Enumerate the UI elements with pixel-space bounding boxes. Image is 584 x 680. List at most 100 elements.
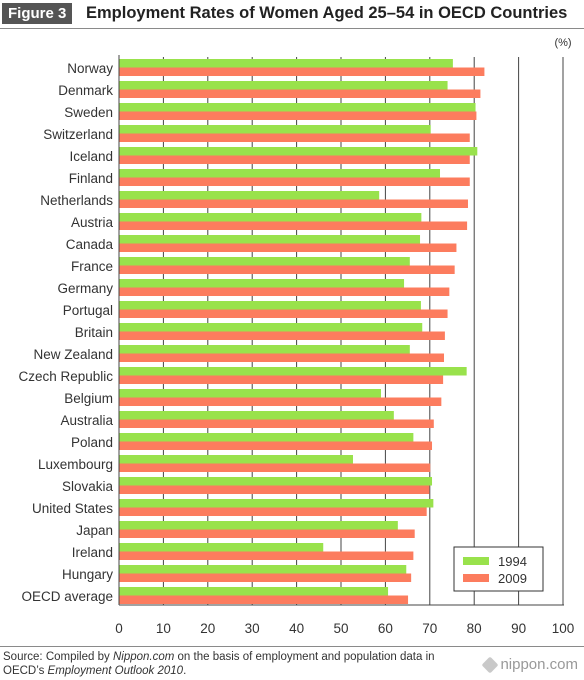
category-label: Luxembourg xyxy=(38,457,113,472)
category-label: Poland xyxy=(71,435,113,450)
chart-header: Figure 3 Employment Rates of Women Aged … xyxy=(0,0,584,27)
legend-label: 2009 xyxy=(498,571,527,586)
category-label: OECD average xyxy=(21,589,113,604)
source-mid: on the basis of employment and populatio… xyxy=(3,651,435,677)
category-label: Canada xyxy=(66,237,114,252)
bar-2009-15 xyxy=(119,397,442,406)
bar-2009-7 xyxy=(119,221,468,230)
x-tick-label: 0 xyxy=(115,621,123,636)
bar-1994-22 xyxy=(119,543,324,552)
bar-2009-1 xyxy=(119,89,481,98)
x-tick-label: 40 xyxy=(289,621,304,636)
x-tick-label: 10 xyxy=(156,621,171,636)
bar-2009-14 xyxy=(119,375,444,384)
bar-2009-3 xyxy=(119,133,470,142)
unit-label: (%) xyxy=(554,37,571,49)
x-tick-label: 90 xyxy=(511,621,526,636)
x-tick-label: 60 xyxy=(378,621,393,636)
category-label: Ireland xyxy=(72,545,113,560)
source-note: Source: Compiled by Nippon.com on the ba… xyxy=(3,650,473,678)
bar-2009-13 xyxy=(119,353,445,362)
logo-icon xyxy=(481,656,499,673)
x-tick-label: 100 xyxy=(552,621,575,636)
footer-divider xyxy=(0,646,584,647)
bar-1994-21 xyxy=(119,521,398,530)
bar-2009-18 xyxy=(119,463,431,472)
source-end: . xyxy=(183,665,187,677)
bar-2009-2 xyxy=(119,111,477,120)
x-tick-label: 30 xyxy=(245,621,260,636)
legend-swatch-2009 xyxy=(463,574,489,582)
figure-label: Figure 3 xyxy=(2,3,73,24)
bar-1994-2 xyxy=(119,103,476,112)
bar-1994-19 xyxy=(119,477,433,486)
bar-2009-20 xyxy=(119,507,427,516)
source-prefix: Source: Compiled by xyxy=(3,651,113,663)
category-label: Portugal xyxy=(63,303,113,318)
bar-1994-20 xyxy=(119,499,434,508)
category-label: Norway xyxy=(67,61,113,76)
bar-2009-0 xyxy=(119,67,485,76)
category-label: Austria xyxy=(71,215,114,230)
bar-2009-17 xyxy=(119,441,433,450)
bar-1994-15 xyxy=(119,389,381,398)
category-label: France xyxy=(71,259,113,274)
bar-1994-13 xyxy=(119,345,410,354)
bar-2009-19 xyxy=(119,485,430,494)
x-tick-label: 50 xyxy=(333,621,348,636)
bar-1994-23 xyxy=(119,565,407,574)
bar-2009-21 xyxy=(119,529,415,538)
category-label: Netherlands xyxy=(40,193,113,208)
bar-1994-7 xyxy=(119,213,422,222)
bar-2009-4 xyxy=(119,155,470,164)
bar-2009-9 xyxy=(119,265,455,274)
category-label: United States xyxy=(32,501,113,516)
category-label: Sweden xyxy=(64,105,113,120)
bar-2009-23 xyxy=(119,573,412,582)
x-tick-label: 70 xyxy=(422,621,437,636)
bar-2009-16 xyxy=(119,419,434,428)
bar-1994-3 xyxy=(119,125,431,134)
bar-1994-4 xyxy=(119,147,478,156)
category-label: Australia xyxy=(60,413,113,428)
category-label: Denmark xyxy=(58,83,113,98)
category-label: Germany xyxy=(57,281,113,296)
legend-box xyxy=(453,546,544,592)
bar-2009-5 xyxy=(119,177,470,186)
bar-1994-5 xyxy=(119,169,441,178)
category-label: Japan xyxy=(76,523,113,538)
category-label: Iceland xyxy=(69,149,113,164)
bar-2009-12 xyxy=(119,331,445,340)
title-divider xyxy=(0,28,584,29)
category-label: Hungary xyxy=(62,567,113,582)
bar-chart: Norway Denmark Sweden Switzerland Iceland Fin… xyxy=(18,37,575,636)
bar-1994-10 xyxy=(119,279,405,288)
bar-2009-6 xyxy=(119,199,468,208)
category-label: Slovakia xyxy=(62,479,114,494)
bar-2009-11 xyxy=(119,309,448,318)
site-logo: nippon.com xyxy=(481,656,578,673)
bar-1994-18 xyxy=(119,455,353,464)
bar-2009-8 xyxy=(119,243,457,252)
bar-1994-11 xyxy=(119,301,421,310)
category-label: Czech Republic xyxy=(18,369,113,384)
x-tick-label: 80 xyxy=(467,621,482,636)
bar-1994-24 xyxy=(119,587,389,596)
bar-2009-24 xyxy=(119,595,409,604)
source-site: Nippon.com xyxy=(112,651,175,663)
bar-1994-16 xyxy=(119,411,394,420)
bar-1994-12 xyxy=(119,323,423,332)
category-label: Belgium xyxy=(64,391,113,406)
bar-1994-17 xyxy=(119,433,414,442)
bar-2009-22 xyxy=(119,551,414,560)
bar-1994-8 xyxy=(119,235,421,244)
legend-swatch-1994 xyxy=(463,557,489,565)
bar-1994-9 xyxy=(119,257,410,266)
legend-label: 1994 xyxy=(498,554,527,569)
logo-text: nippon.com xyxy=(500,656,578,673)
bar-1994-1 xyxy=(119,81,448,90)
category-label: Finland xyxy=(69,171,113,186)
chart-title: Employment Rates of Women Aged 25–54 in … xyxy=(86,4,568,22)
bar-2009-10 xyxy=(119,287,450,296)
bar-1994-6 xyxy=(119,191,380,200)
